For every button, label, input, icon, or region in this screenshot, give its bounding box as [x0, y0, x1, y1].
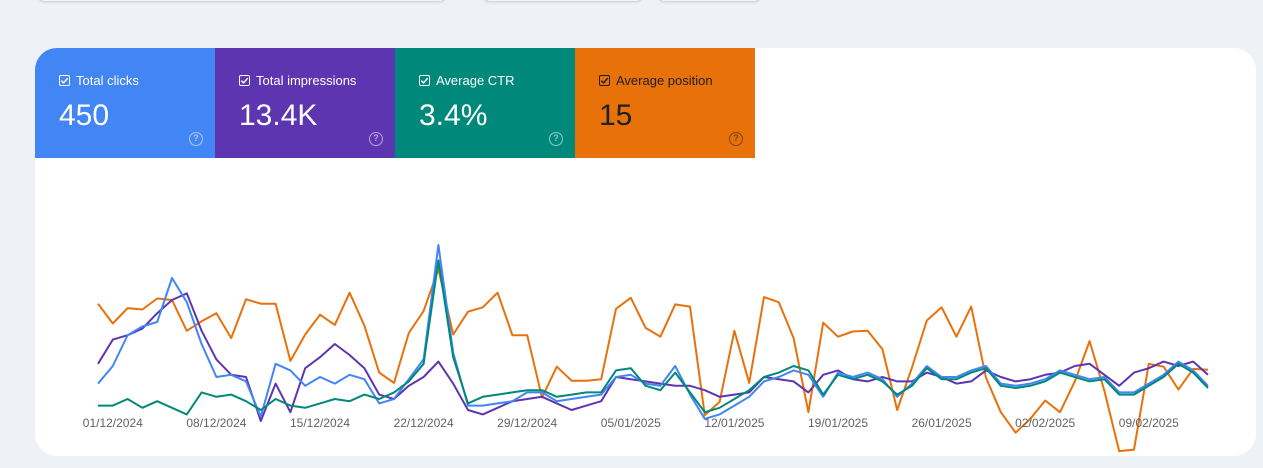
top-filter-pill-3[interactable]: [657, 0, 762, 2]
top-filter-pill-2[interactable]: [482, 0, 644, 2]
x-tick-label: 12/01/2025: [704, 416, 764, 430]
checkbox-checked-icon[interactable]: [59, 75, 70, 86]
metric-value: 3.4%: [419, 99, 488, 132]
x-tick-label: 19/01/2025: [808, 416, 868, 430]
checkbox-checked-icon[interactable]: [419, 75, 430, 86]
series-layer: [97, 244, 1209, 453]
x-tick-label: 08/12/2024: [186, 416, 246, 430]
metric-value: 13.4K: [239, 99, 318, 132]
metric-tile-average-position[interactable]: Average position 15 ?: [575, 48, 755, 158]
x-axis-labels: 01/12/2024 08/12/2024 15/12/2024 22/12/2024…: [83, 416, 1179, 430]
x-tick-label: 15/12/2024: [290, 416, 350, 430]
x-tick-label: 26/01/2025: [912, 416, 972, 430]
metric-tile-average-ctr[interactable]: Average CTR 3.4% ?: [395, 48, 575, 158]
metric-tile-total-clicks[interactable]: Total clicks 450 ?: [35, 48, 215, 158]
x-tick-label: 05/01/2025: [601, 416, 661, 430]
metric-value: 450: [59, 99, 110, 132]
checkbox-checked-icon[interactable]: [599, 75, 610, 86]
x-tick-label: 02/02/2025: [1015, 416, 1075, 430]
performance-line-chart: 01/12/2024 08/12/2024 15/12/2024 22/12/2024…: [83, 244, 1209, 453]
metric-label: Total impressions: [256, 73, 357, 88]
x-tick-label: 22/12/2024: [394, 416, 454, 430]
metric-header: Total clicks: [59, 73, 139, 88]
metric-header: Total impressions: [239, 73, 356, 88]
checkbox-checked-icon[interactable]: [239, 75, 250, 86]
performance-card: Total clicks 450 ? Total impressions 13.…: [35, 48, 1256, 456]
help-icon[interactable]: ?: [189, 132, 203, 146]
x-tick-label: 09/02/2025: [1119, 416, 1179, 430]
metric-label: Average CTR: [436, 73, 515, 88]
metric-label: Total clicks: [76, 73, 139, 88]
series-line-2: [97, 244, 1209, 420]
series-line-0: [97, 268, 1209, 453]
metric-header: Average CTR: [419, 73, 515, 88]
x-tick-label: 01/12/2024: [83, 416, 143, 430]
metric-tile-total-impressions[interactable]: Total impressions 13.4K ?: [215, 48, 395, 158]
help-icon[interactable]: ?: [729, 132, 743, 146]
top-filter-pill-1[interactable]: [37, 0, 447, 2]
series-line-3: [98, 259, 1209, 416]
x-tick-label: 29/12/2024: [497, 416, 557, 430]
metric-label: Average position: [616, 73, 713, 88]
metric-value: 15: [599, 99, 633, 132]
metric-header: Average position: [599, 73, 713, 88]
help-icon[interactable]: ?: [369, 132, 383, 146]
help-icon[interactable]: ?: [549, 132, 563, 146]
series-line-1: [97, 292, 1209, 422]
